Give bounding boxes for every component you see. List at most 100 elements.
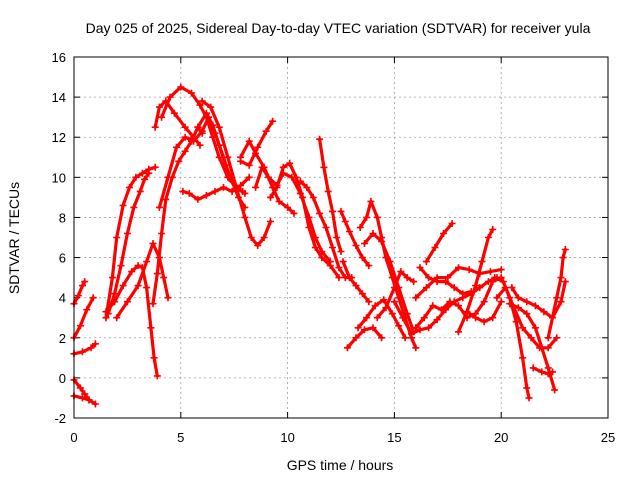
data-point (292, 173, 300, 181)
data-point (390, 298, 398, 306)
series-arc-10 (151, 125, 204, 306)
data-point (273, 183, 281, 191)
data-point (487, 268, 494, 276)
data-point (237, 157, 245, 165)
data-point (397, 268, 405, 276)
data-point (181, 147, 189, 155)
data-point (299, 193, 307, 201)
data-point (113, 234, 121, 241)
y-tick-label: 6 (59, 251, 66, 266)
data-point (369, 324, 377, 332)
data-point (134, 262, 142, 270)
data-point (425, 324, 433, 332)
data-point (433, 316, 441, 324)
data-point (489, 314, 497, 322)
data-point (489, 226, 497, 233)
data-point (346, 228, 353, 235)
data-point (365, 298, 373, 306)
x-tick-label: 15 (387, 430, 401, 445)
data-point (303, 183, 311, 191)
y-tick-label: 16 (52, 50, 66, 65)
y-tick-label: 12 (52, 130, 66, 145)
data-point (472, 282, 480, 290)
x-tick-label: 25 (601, 430, 615, 445)
data-point (361, 326, 368, 334)
data-point (173, 143, 180, 151)
data-point (164, 173, 172, 181)
data-point (198, 97, 206, 105)
data-point (222, 161, 230, 169)
data-point (130, 203, 138, 211)
data-point (126, 183, 133, 191)
data-point (264, 173, 272, 181)
data-point (380, 296, 388, 304)
data-point (559, 254, 567, 262)
data-point (209, 121, 217, 129)
data-point (185, 189, 193, 197)
data-point (388, 310, 396, 318)
data-point (145, 169, 153, 177)
data-point (403, 310, 411, 318)
data-point (463, 308, 471, 316)
data-point (143, 284, 151, 292)
data-point (371, 302, 379, 310)
data-point (181, 133, 189, 141)
data-point (472, 314, 480, 322)
data-point (390, 284, 398, 292)
data-point (538, 344, 546, 352)
data-point (275, 197, 283, 205)
data-point (352, 242, 360, 249)
data-point (339, 258, 347, 266)
data-point (538, 368, 546, 376)
data-point (352, 282, 360, 290)
series-arc-24 (341, 260, 371, 304)
data-point (506, 300, 514, 308)
data-point (215, 123, 223, 131)
data-point (149, 240, 157, 247)
data-point (378, 238, 386, 245)
data-point (81, 278, 89, 286)
data-point (136, 187, 144, 195)
data-point (478, 258, 486, 266)
data-point (267, 218, 274, 225)
data-point (320, 163, 328, 171)
data-point (329, 244, 336, 251)
data-point (551, 386, 559, 394)
data-point (311, 244, 319, 251)
data-point (196, 101, 204, 109)
data-point (544, 344, 552, 352)
data-point (459, 290, 467, 298)
data-point (194, 123, 202, 131)
data-point (74, 292, 82, 300)
y-tick-label: 2 (59, 331, 66, 346)
data-point (81, 390, 89, 398)
data-point (335, 274, 343, 282)
y-tick-label: 0 (59, 371, 66, 386)
series-arc-01 (72, 280, 87, 306)
data-point (412, 324, 420, 332)
data-point (102, 308, 110, 316)
data-point (158, 113, 166, 121)
data-point (484, 234, 492, 241)
chart-title: Day 025 of 2025, Sidereal Day-to-day VTE… (86, 20, 591, 36)
data-point (123, 230, 131, 237)
data-point (241, 213, 249, 221)
data-point (525, 394, 533, 402)
data-point (151, 123, 159, 131)
data-point (128, 268, 136, 276)
data-point (365, 262, 373, 270)
data-point (408, 330, 415, 338)
data-point (239, 187, 247, 195)
data-point (111, 290, 119, 298)
data-point (416, 264, 424, 272)
data-point (245, 137, 253, 145)
data-point (286, 159, 294, 167)
data-point (373, 314, 381, 322)
y-axis-label: SDTVAR / TECUs (6, 182, 22, 294)
data-point (284, 203, 292, 211)
series-arc-18 (239, 119, 275, 167)
data-point (386, 258, 394, 266)
data-point (557, 298, 565, 306)
data-point (361, 240, 368, 247)
data-point (247, 234, 255, 241)
